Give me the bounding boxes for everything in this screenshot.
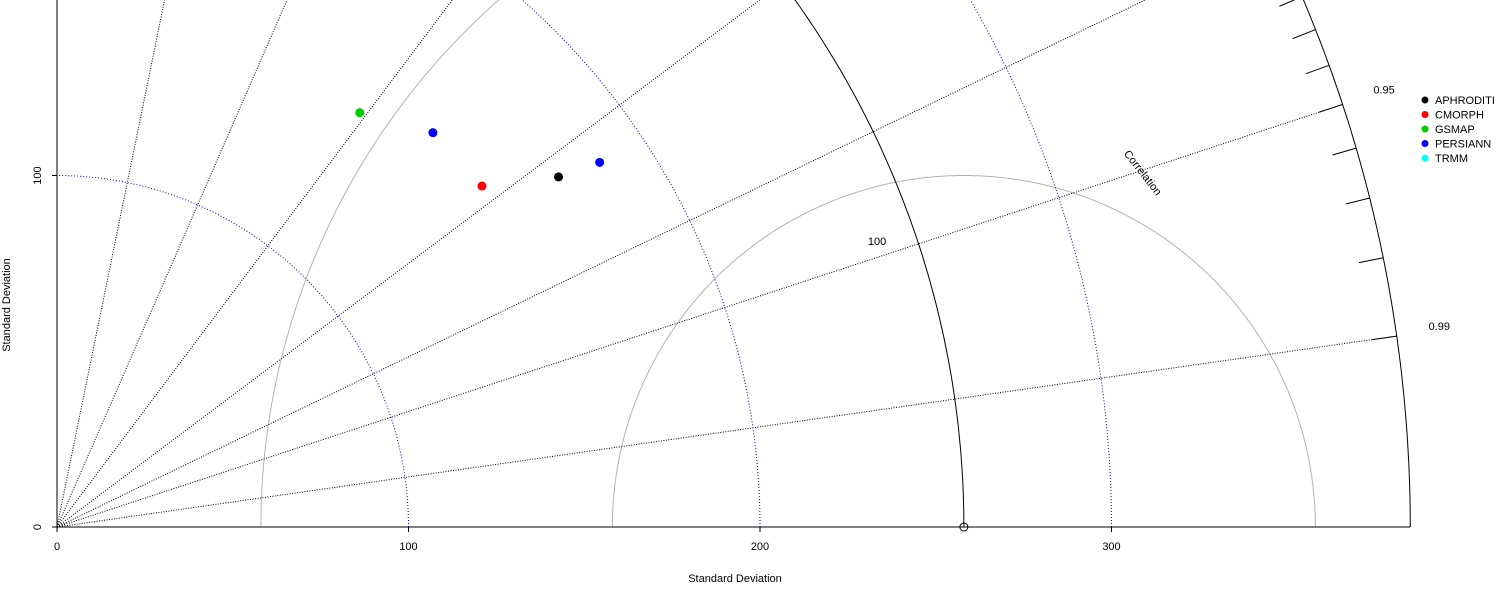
correlation-ray <box>56 335 1397 528</box>
correlation-arc-label: Correlation <box>1121 148 1164 198</box>
rmsd-contour <box>260 0 500 527</box>
correlation-ticks <box>1279 0 1397 341</box>
y-axis-label: Standard Deviation <box>1 258 13 352</box>
y-tick-label: 0 <box>32 524 44 530</box>
correlation-tick <box>1279 0 1296 7</box>
legend-label: PERSIANN <box>1435 139 1491 151</box>
correlation-ray <box>56 0 288 528</box>
x-tick-label: 100 <box>399 541 417 553</box>
sd-circles <box>57 0 1112 528</box>
data-point-aphroditi <box>554 172 564 182</box>
legend-marker <box>1421 125 1429 133</box>
correlation-tick <box>1319 103 1343 113</box>
x-tick-label: 300 <box>1102 541 1120 553</box>
correlation-tick <box>1332 147 1357 156</box>
reference-point <box>959 522 969 532</box>
correlation-ray <box>56 0 453 528</box>
legend-label: APHRODITI <box>1435 95 1495 107</box>
correlation-ray <box>56 0 761 528</box>
tick-labels: 010020030001002003000.10.20.30.40.50.60.… <box>32 85 1450 553</box>
legend: APHRODITI CMORPH GSMAP PERSIANN TRMM <box>1421 95 1495 165</box>
data-point-gsmap <box>355 108 365 118</box>
correlation-tick <box>1305 64 1330 75</box>
diagram-frame <box>56 0 1411 528</box>
correlation-ray <box>56 0 1147 528</box>
legend-label: TRMM <box>1435 153 1468 165</box>
correlation-ray <box>56 103 1343 528</box>
data-point-cmorph <box>477 181 487 191</box>
correlation-ray <box>56 0 166 528</box>
x-tick-label: 0 <box>54 541 60 553</box>
legend-label: CMORPH <box>1435 110 1484 122</box>
rmsd-contours <box>260 0 1316 527</box>
legend-marker <box>1421 96 1429 104</box>
y-tick-label: 100 <box>32 166 44 184</box>
sd-circle-dotted <box>969 0 1112 527</box>
sd-circle-dotted <box>521 0 761 527</box>
outer-arc <box>1302 0 1411 528</box>
legend-marker <box>1421 154 1429 162</box>
data-point-persiann <box>595 157 605 167</box>
correlation-tick <box>1372 335 1397 341</box>
correlation-rays <box>56 0 1397 528</box>
correlation-tick <box>1345 197 1370 205</box>
data-point-persiann <box>428 128 438 138</box>
correlation-tick <box>1358 257 1384 264</box>
x-tick-label: 200 <box>751 541 769 553</box>
rmsd-contour <box>611 175 1316 527</box>
sd-circle-dotted <box>57 175 409 527</box>
correlation-label: 0.95 <box>1373 85 1394 97</box>
legend-marker <box>1421 111 1429 118</box>
correlation-label: 0.99 <box>1429 321 1450 333</box>
x-axis-label: Standard Deviation <box>688 573 782 585</box>
correlation-tick <box>1292 29 1316 40</box>
rmsd-label: 100 <box>868 236 886 248</box>
reference-sd-arc <box>794 0 965 528</box>
legend-label: GSMAP <box>1435 124 1475 136</box>
legend-marker <box>1421 140 1429 147</box>
data-points <box>355 108 969 532</box>
